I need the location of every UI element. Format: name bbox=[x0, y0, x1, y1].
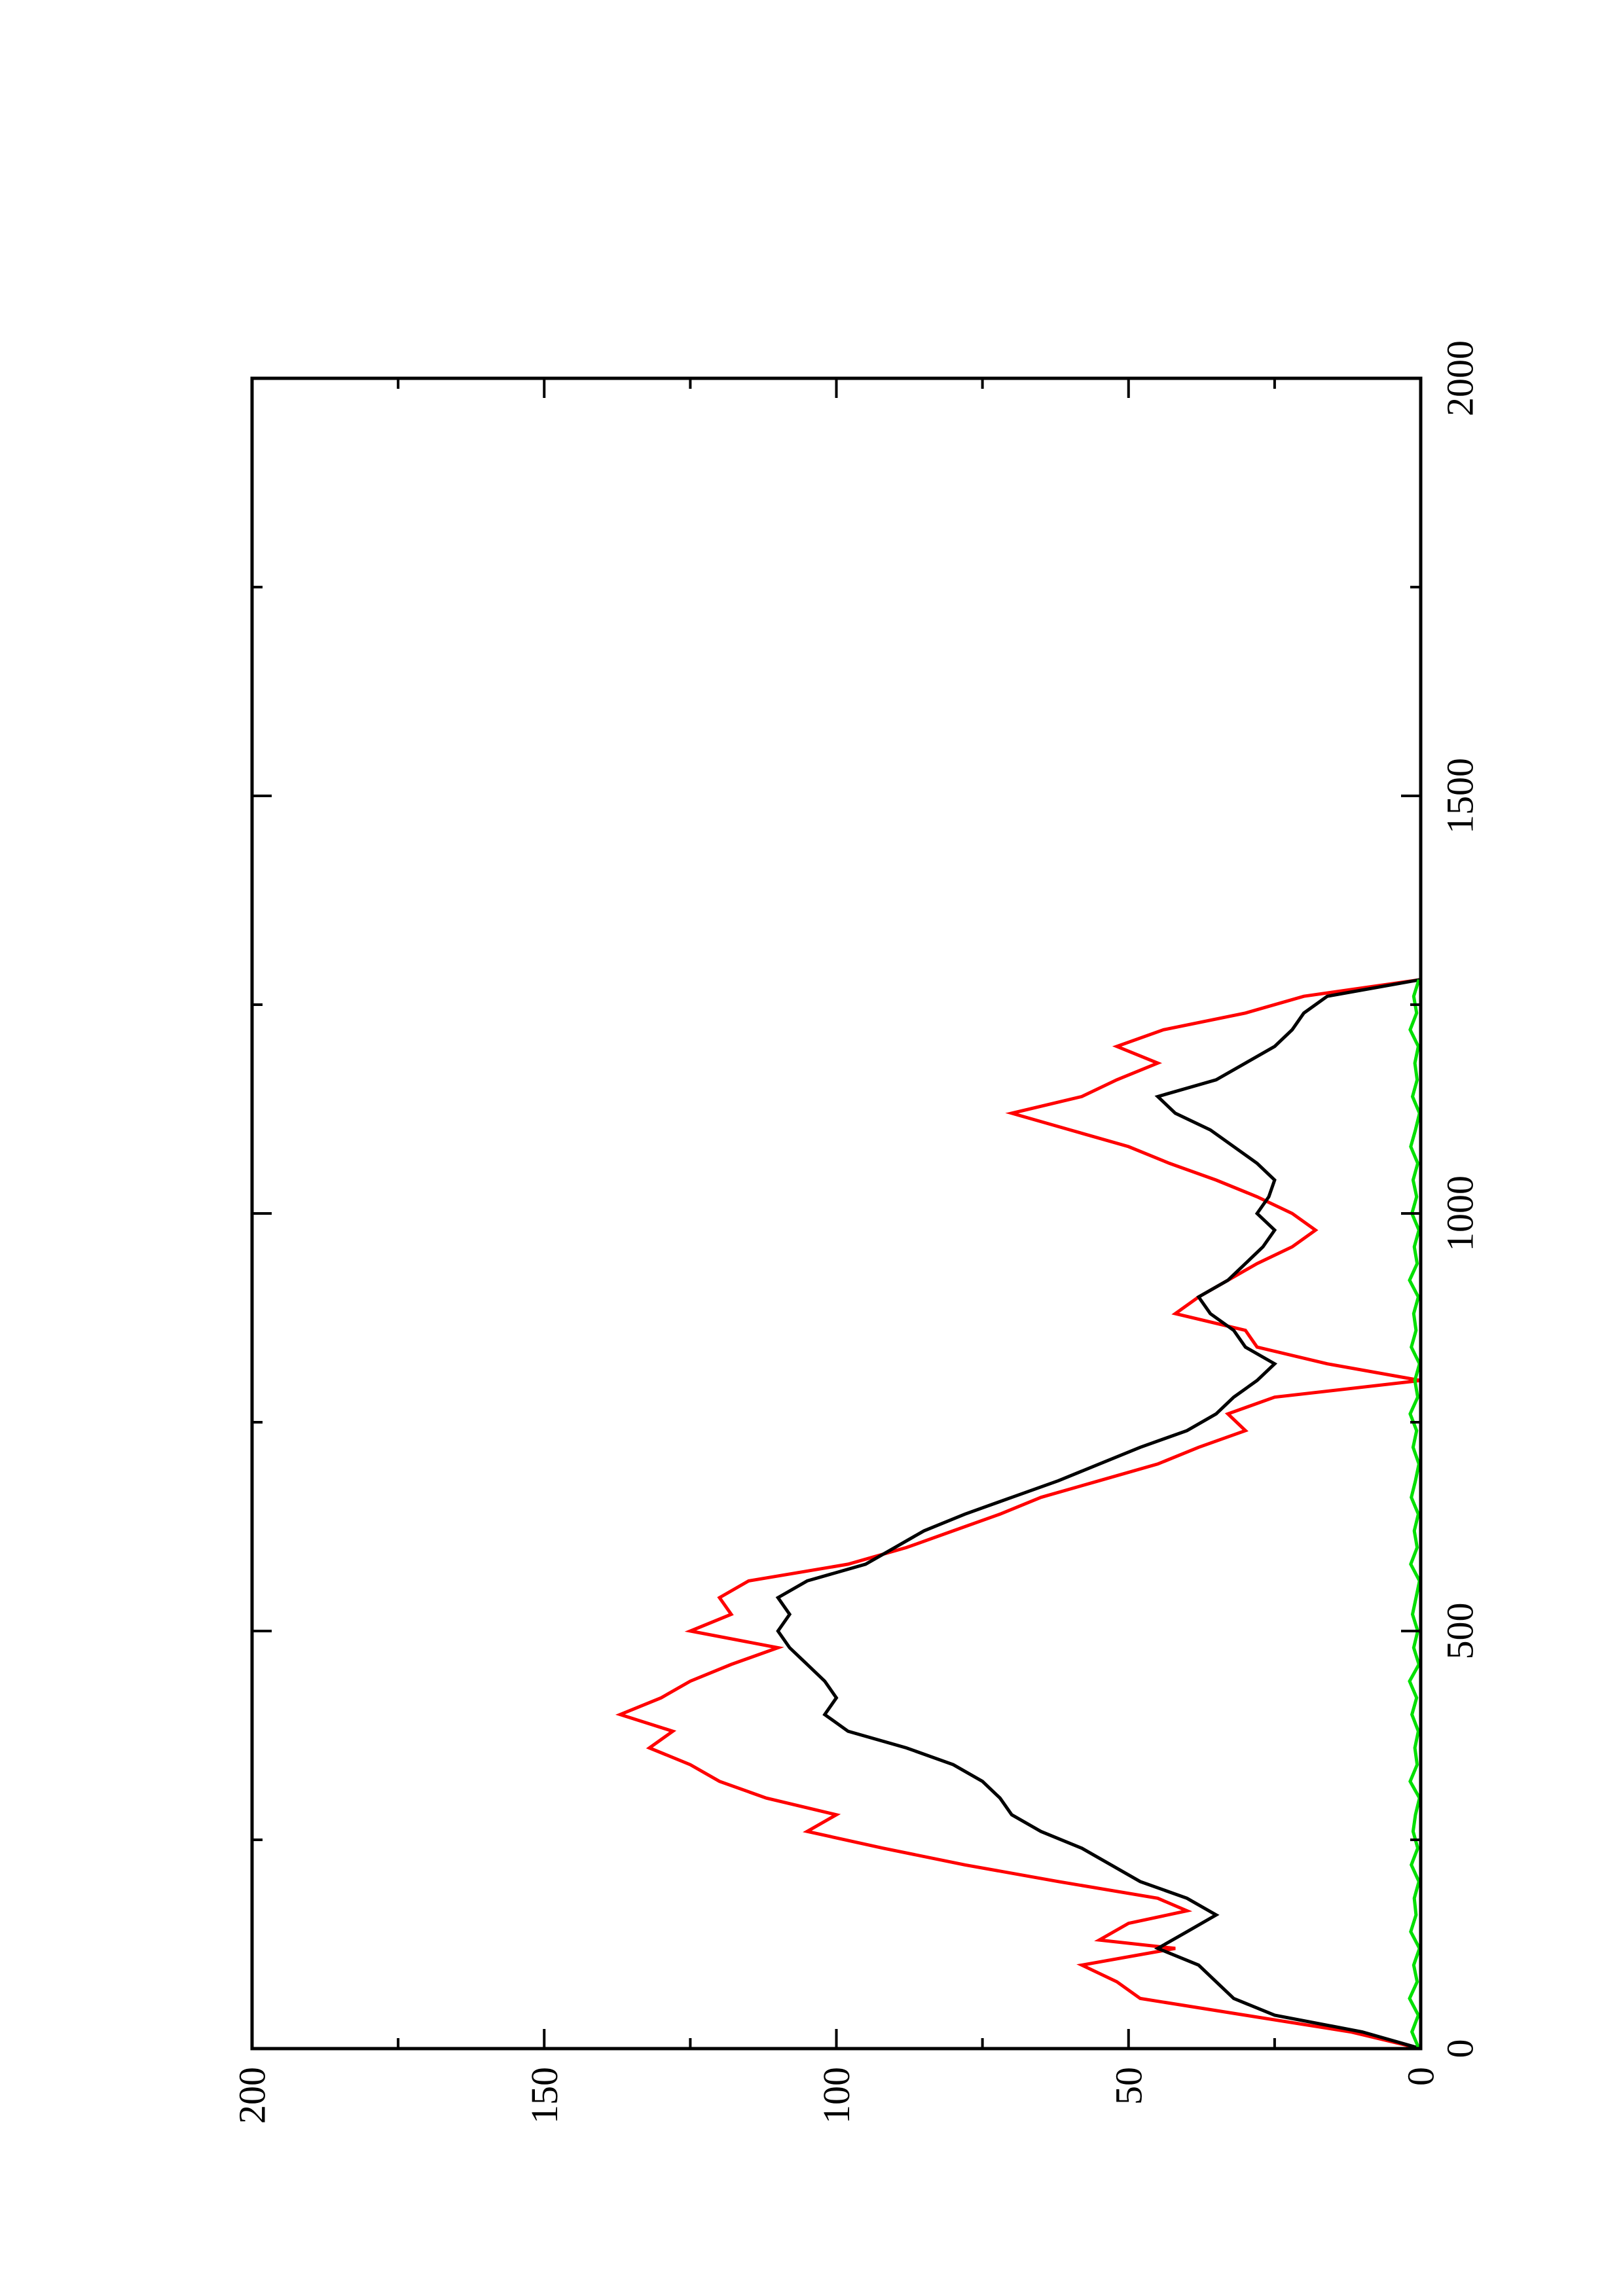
y-tick-label: 0 bbox=[1400, 2067, 1442, 2086]
x-tick-label: 1000 bbox=[1439, 1175, 1482, 1251]
x-tick-label: 0 bbox=[1439, 2039, 1482, 2058]
series-0 bbox=[615, 978, 1421, 2051]
x-tick-label: 2000 bbox=[1439, 340, 1482, 416]
y-tick-label: 100 bbox=[815, 2067, 858, 2124]
y-tick-label: 50 bbox=[1107, 2067, 1150, 2105]
series-1-line bbox=[775, 978, 1421, 2051]
series-2 bbox=[1408, 978, 1421, 2049]
x-tick-label: 500 bbox=[1439, 1603, 1482, 1660]
series-1 bbox=[775, 978, 1421, 2051]
series-0-line bbox=[615, 978, 1421, 2051]
plot-frame bbox=[250, 376, 1423, 2051]
y-tick-label: 150 bbox=[523, 2067, 566, 2124]
series-2-line bbox=[1408, 978, 1421, 2049]
tick-label-layer: 0 500 1000 1500 2000 0 50 100 150 200 bbox=[231, 340, 1482, 2124]
y-tick-label: 200 bbox=[231, 2067, 274, 2124]
x-tick-label: 1500 bbox=[1439, 758, 1482, 834]
tick-layer bbox=[251, 377, 1422, 2050]
series-layer bbox=[615, 978, 1421, 2051]
